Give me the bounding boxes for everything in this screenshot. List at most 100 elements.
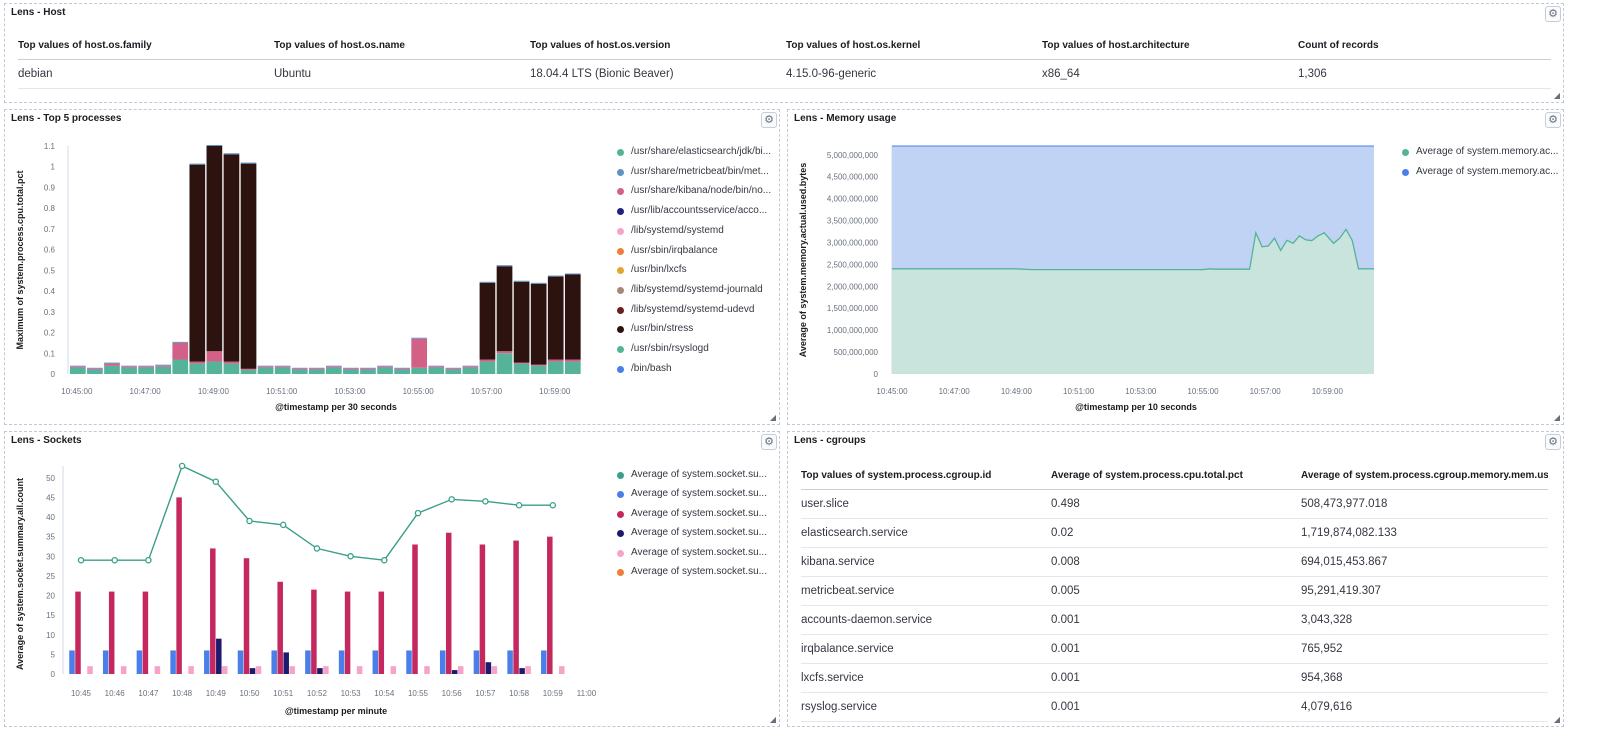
y-tick-label: 0.1 (44, 349, 56, 358)
line-point (246, 517, 253, 525)
y-tick-label: 0.4 (44, 287, 56, 296)
bar-segment (87, 367, 103, 369)
column-header[interactable]: Top values of host.os.kernel (786, 33, 1042, 60)
table-cell: rsyslog.service (801, 692, 1051, 722)
column-header[interactable]: Average of system.process.cgroup.memory.… (1301, 463, 1548, 490)
bar (154, 666, 161, 674)
legend-color-dot-icon (617, 510, 624, 518)
bar (451, 670, 458, 674)
column-header[interactable]: Top values of system.process.cgroup.id (801, 463, 1051, 490)
column-header[interactable]: Top values of host.os.family (18, 33, 274, 60)
bar (176, 497, 182, 674)
bar-segment (240, 369, 257, 374)
bar-segment (189, 164, 206, 362)
y-tick-label: 1.1 (44, 142, 56, 151)
legend-label: Average of system.socket.su... (631, 507, 767, 519)
bar-segment (155, 365, 172, 367)
resize-handle-icon[interactable]: ◢ (1553, 715, 1560, 724)
x-tick-label: 10:58 (509, 689, 530, 698)
bar-segment (496, 353, 513, 374)
bar (344, 591, 351, 674)
bar-segment (172, 342, 189, 360)
bar (69, 650, 75, 674)
y-tick-label: 35 (46, 533, 55, 542)
bar-segment (291, 368, 308, 370)
processes-legend: /usr/share/elasticsearch/jdk/bi... /usr/s… (617, 146, 777, 416)
bar (519, 668, 525, 674)
y-tick-label: 0.5 (44, 266, 56, 275)
bar-segment (138, 366, 154, 368)
bar-segment (530, 283, 547, 365)
resize-handle-icon[interactable]: ◢ (769, 715, 776, 724)
bar (541, 650, 547, 674)
y-tick-label: 1 (51, 163, 56, 172)
y-axis-title: Average of system.socket.summary.all.cou… (15, 478, 25, 670)
bar-segment (172, 359, 189, 374)
bar-segment (513, 363, 530, 374)
resize-handle-icon[interactable]: ◢ (1553, 91, 1560, 100)
bar-segment (496, 266, 513, 352)
bar (120, 666, 127, 674)
table-cell: irqbalance.service (801, 634, 1051, 664)
y-tick-label: 0.3 (44, 308, 56, 317)
gear-icon[interactable]: ⚙ (761, 434, 777, 450)
legend-label: /lib/systemd/systemd (631, 224, 724, 236)
table-cell: lxcfs.service (801, 663, 1051, 693)
bar-segment (462, 367, 479, 374)
column-header[interactable]: Top values of host.os.version (530, 33, 786, 60)
bar-segment (257, 366, 274, 368)
bar-segment (530, 282, 547, 284)
bar-segment (206, 351, 223, 362)
gear-icon[interactable]: ⚙ (761, 112, 777, 128)
column-header[interactable]: Top values of host.os.name (274, 33, 530, 60)
panel-title: Lens - Host (11, 7, 66, 18)
x-tick-label: 10:45 (71, 689, 92, 698)
gear-icon[interactable]: ⚙ (1545, 112, 1561, 128)
sockets-chart: 0 5 10 15 20 25 30 35 40 45 50 10:45 10:46 10:47 10:48… (15, 462, 597, 716)
bar (445, 532, 452, 674)
bar (102, 650, 109, 674)
bar-segment (189, 163, 206, 165)
legend-label: /lib/systemd/systemd-journald (631, 283, 763, 295)
legend-color-dot-icon (1402, 149, 1409, 156)
bar (525, 666, 531, 674)
column-header[interactable]: Count of records (1298, 33, 1551, 60)
bar (222, 666, 228, 674)
bar (457, 666, 464, 674)
bar-segment (104, 362, 120, 364)
resize-handle-icon[interactable]: ◢ (769, 413, 776, 422)
table-cell: metricbeat.service (801, 576, 1051, 606)
column-header[interactable]: Average of system.process.cpu.total.pct (1051, 463, 1301, 490)
gear-icon[interactable]: ⚙ (1545, 6, 1561, 22)
bar-segment (206, 146, 223, 352)
bar-segment (462, 366, 479, 368)
bar (559, 666, 565, 674)
x-tick-label: 10:47:00 (939, 387, 971, 396)
bar-segment (257, 365, 274, 367)
bar-segment (206, 361, 223, 374)
table-cell: 0.008 (1051, 547, 1301, 577)
table-cell: 508,473,977.018 (1301, 489, 1548, 519)
table-cell: debian (18, 59, 274, 89)
panel-memory-usage: Lens - Memory usage ⚙ 0 500,000,000 1,000,… (787, 109, 1564, 425)
bar (87, 666, 93, 674)
bar-segment (411, 367, 428, 374)
bar (507, 650, 513, 674)
panel-title: Lens - cgroups (794, 435, 866, 446)
gear-icon[interactable]: ⚙ (1545, 434, 1561, 450)
table-row: lxcfs.service 0.001 954,368 (801, 663, 1548, 693)
bar-segment (394, 369, 410, 374)
y-axis-title: Average of system.memory.actual.used.byt… (798, 163, 808, 358)
table-cell: 0.02 (1051, 518, 1301, 548)
bar-segment (223, 361, 240, 364)
legend-color-dot-icon (617, 549, 624, 557)
table-cell: 4.15.0-96-generic (786, 59, 1042, 89)
column-header[interactable]: Top values of host.architecture (1042, 33, 1298, 60)
legend-color-dot-icon (617, 188, 624, 196)
bar-segment (240, 163, 257, 369)
panel-sockets: Lens - Sockets ⚙ 0 5 10 15 20 25 30 35 40 45 50 10:… (4, 431, 780, 727)
x-tick-label: 10:53 (341, 689, 362, 698)
resize-handle-icon[interactable]: ◢ (1553, 413, 1560, 422)
bar-segment (291, 369, 308, 374)
bar-segment (547, 361, 564, 374)
